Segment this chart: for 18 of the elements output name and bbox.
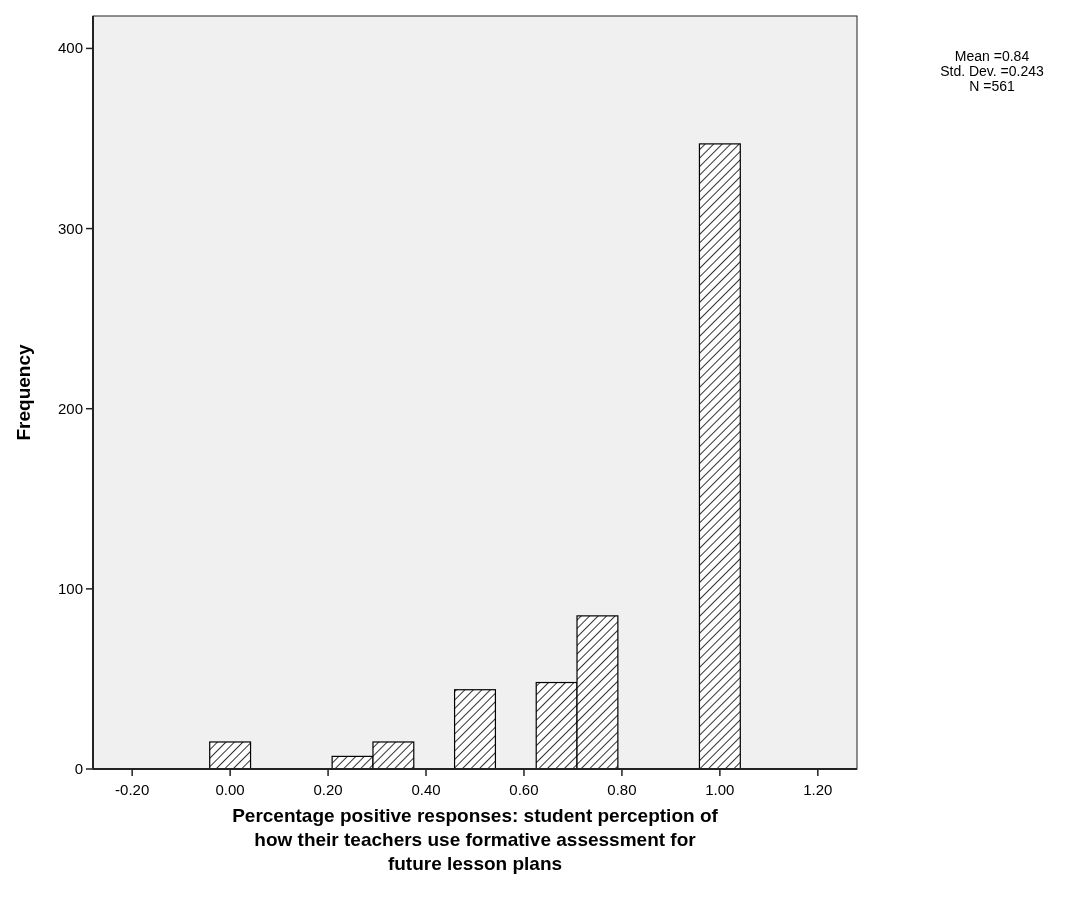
- text: Mean =0.84: [954, 48, 1030, 64]
- x-tick-label: -0.20: [115, 781, 150, 798]
- text: Std. Dev. =0.243: [940, 63, 1045, 79]
- text: N =561: [969, 78, 1015, 94]
- x-tick-label: 0.40: [411, 781, 441, 798]
- y-axis-title: Frequency: [13, 344, 34, 441]
- x-tick-label: 0.60: [509, 781, 539, 798]
- x-tick-label: 1.20: [803, 781, 833, 798]
- x-tick-label: 1.00: [705, 781, 735, 798]
- x-tick-label: 0.80: [607, 781, 637, 798]
- x-axis-title: Percentage positive responses: student perception of how their teachers use formative assessment for future lesson plans: [232, 805, 719, 874]
- y-tick-label: 200: [57, 399, 83, 417]
- y-tick-label: 300: [57, 219, 83, 237]
- y-tick-label: 100: [57, 579, 83, 597]
- x-tick-label: 0.00: [215, 781, 245, 798]
- y-tick-label: 400: [57, 39, 83, 57]
- y-tick-label: 0: [74, 760, 83, 777]
- x-tick-label: 0.20: [313, 781, 343, 798]
